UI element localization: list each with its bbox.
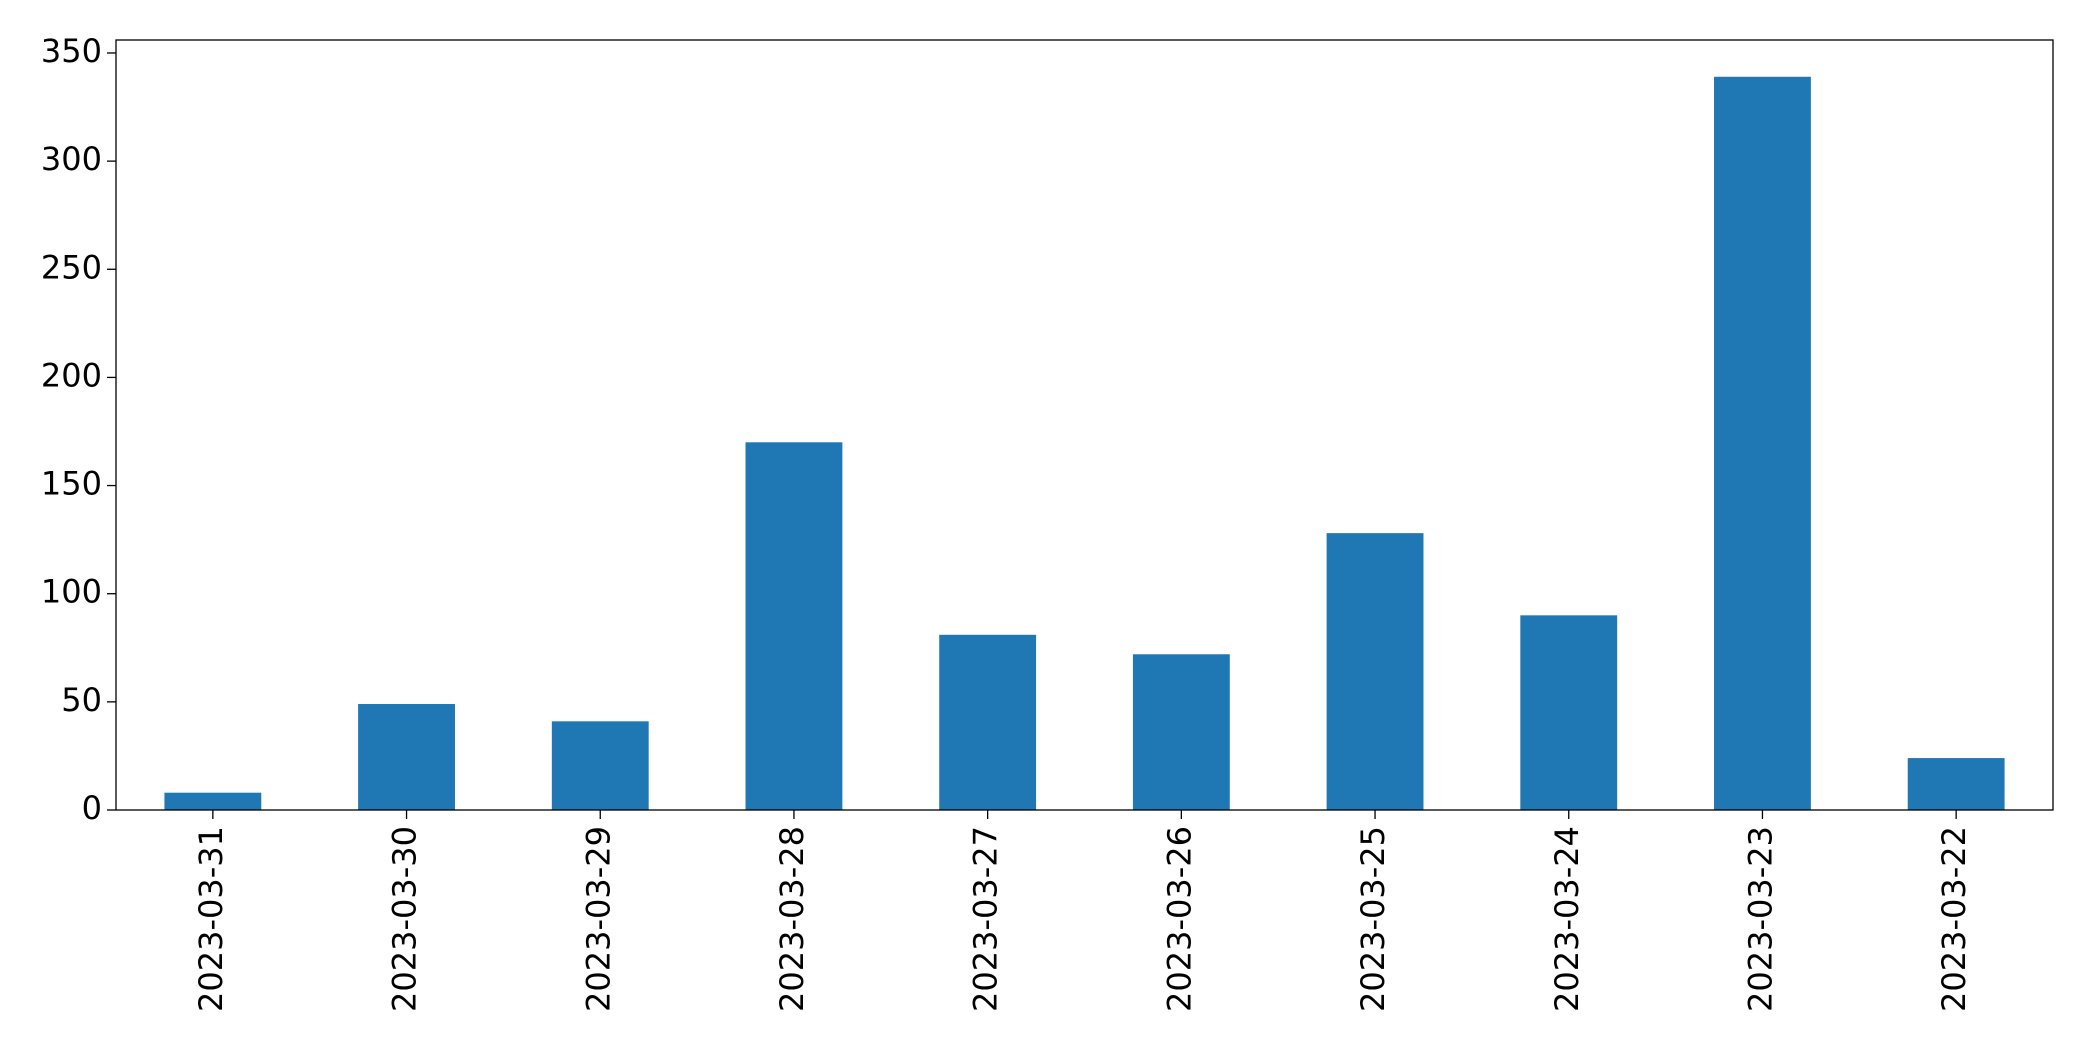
- bar: [1520, 615, 1618, 810]
- bar: [551, 721, 649, 810]
- x-tick-label: 2023-03-26: [1160, 826, 1198, 1012]
- bar: [1714, 76, 1811, 811]
- x-tick-label: 2023-03-22: [1935, 826, 1973, 1012]
- x-tick-label: 2023-03-25: [1354, 826, 1392, 1012]
- y-tick-label: 150: [41, 465, 102, 503]
- y-tick-label: 200: [41, 356, 102, 394]
- x-tick-label: 2023-03-24: [1548, 826, 1586, 1012]
- x-tick-label: 2023-03-28: [773, 826, 811, 1012]
- bar: [1132, 654, 1230, 810]
- y-tick-label: 50: [61, 681, 102, 719]
- x-tick-label: 2023-03-29: [579, 826, 617, 1012]
- x-tick-label: 2023-03-31: [192, 826, 230, 1012]
- y-tick-label: 250: [41, 248, 102, 286]
- bar: [164, 792, 262, 810]
- x-tick-label: 2023-03-30: [386, 826, 424, 1012]
- axes-frame: [115, 39, 2054, 811]
- y-tick-label: 100: [41, 573, 102, 611]
- x-tick-label: 2023-03-23: [1741, 826, 1779, 1012]
- y-tick-label: 300: [41, 140, 102, 178]
- bar: [939, 634, 1037, 810]
- bar: [745, 442, 843, 810]
- y-tick-label: 0: [82, 789, 102, 827]
- bar: [358, 704, 455, 810]
- y-tick-label: 350: [41, 32, 102, 70]
- x-tick-label: 2023-03-27: [967, 826, 1005, 1012]
- bar: [1326, 533, 1424, 810]
- bar: [1907, 758, 2005, 810]
